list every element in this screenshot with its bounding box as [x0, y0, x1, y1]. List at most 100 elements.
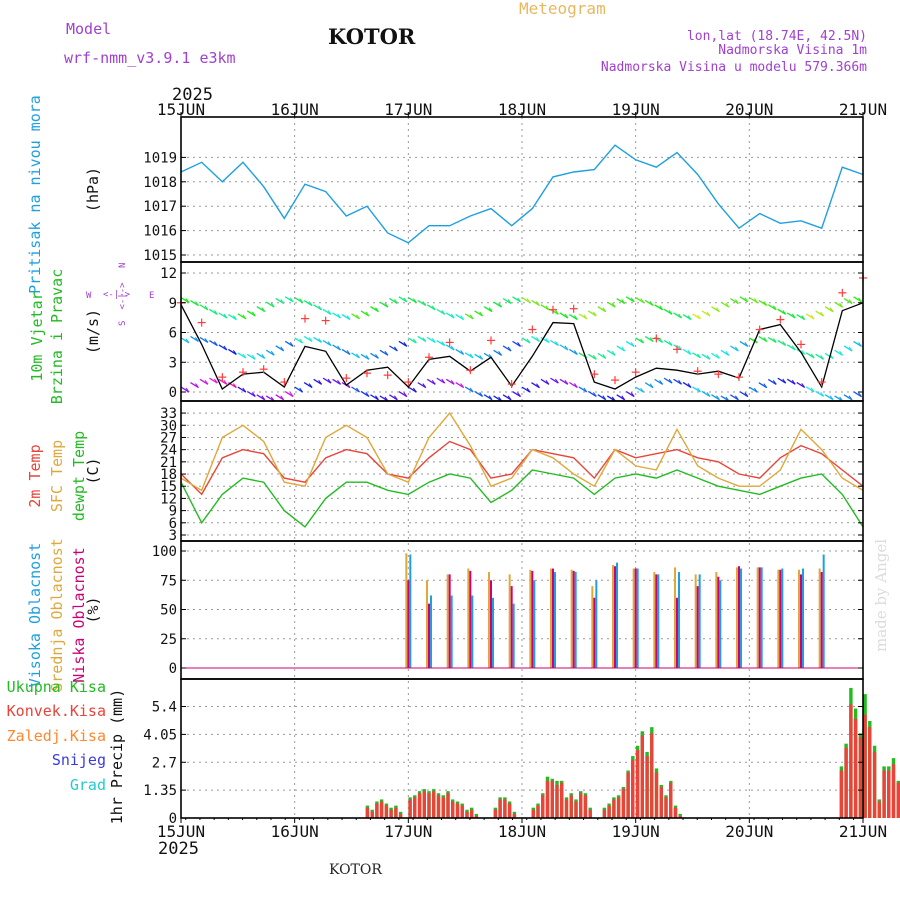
wind-direction-arrow — [597, 352, 607, 359]
wind-direction-arrow — [493, 301, 502, 308]
wind-direction-arrow — [256, 352, 266, 359]
x-tick-label-bottom: 15JUN — [157, 822, 205, 841]
wind-direction-arrow-head — [659, 380, 664, 385]
wind-direction-arrow — [606, 301, 616, 308]
wind-direction-arrow-head — [441, 378, 446, 384]
wind-direction-arrow-head — [630, 392, 635, 397]
y-tick-label: 9 — [169, 296, 177, 312]
wind-direction-arrow-head — [299, 387, 304, 393]
wind-direction-arrow — [616, 394, 626, 401]
wind-direction-arrow-head — [384, 302, 389, 308]
wind-direction-arrow — [748, 297, 758, 304]
precip-bar-conv_precip — [465, 811, 469, 818]
wind-direction-arrow — [805, 313, 815, 320]
wind-direction-arrow-head — [820, 392, 825, 397]
wind-direction-arrow — [493, 349, 502, 356]
wind-direction-arrow — [540, 336, 550, 343]
wind-direction-arrow — [777, 339, 787, 346]
wind-direction-arrow — [720, 301, 730, 308]
y-tick-label: 1019 — [143, 150, 177, 166]
wind-direction-arrow-head — [223, 345, 228, 351]
wind-direction-arrow — [455, 348, 465, 355]
wind-direction-arrow-head — [337, 313, 341, 319]
wind-direction-arrow — [578, 313, 588, 320]
wind-direction-arrow — [180, 337, 190, 344]
precip-bar-conv_precip — [607, 805, 611, 818]
precip-bar-conv_precip — [853, 718, 858, 818]
precip-bar-conv_precip — [602, 809, 607, 818]
wind-direction-arrow — [407, 337, 417, 344]
wind-direction-arrow — [445, 344, 455, 351]
wind-direction-arrow — [673, 312, 682, 319]
wind-direction-arrow-head — [668, 378, 673, 384]
panel-series-label: dewpt Temp — [70, 431, 88, 521]
wind-direction-arrow-head — [744, 392, 749, 397]
wind-direction-arrow — [805, 386, 815, 393]
wind-direction-arrow — [474, 390, 483, 397]
wind-direction-arrow-head — [678, 345, 682, 351]
wind-direction-arrow-head — [450, 379, 455, 385]
wind-direction-arrow — [625, 340, 635, 347]
wind-direction-arrow — [483, 306, 493, 313]
wind-direction-arrow-head — [517, 297, 521, 303]
wind-direction-arrow — [284, 340, 294, 347]
wind-direction-arrow — [275, 394, 285, 401]
wind-direction-arrow — [587, 390, 597, 397]
wind-direction-arrow — [483, 394, 493, 401]
wind-direction-arrow-head — [498, 302, 503, 308]
y-tick-label: 27 — [160, 430, 177, 446]
wind-direction-arrow — [398, 391, 408, 398]
frame-layer — [180, 112, 864, 823]
y-tick-label: 4.05 — [143, 727, 177, 743]
wind-direction-arrow — [512, 296, 521, 303]
wind-direction-arrow — [351, 313, 360, 320]
wind-direction-arrow — [531, 299, 540, 307]
wind-direction-arrow-head — [573, 350, 578, 355]
series-line-sfc_temp — [180, 411, 864, 492]
wind-dir-legend-text: <-|-> — [118, 282, 128, 310]
wind-direction-arrow-head — [611, 350, 616, 356]
precip-bar-conv_precip — [863, 714, 867, 818]
location-title: KOTOR — [328, 24, 416, 49]
wind-direction-arrow-head — [517, 342, 521, 347]
panel-series-label: Srednja Oblacnost — [48, 538, 66, 692]
y-tick-label: 21 — [160, 455, 177, 471]
wind-direction-arrow-head — [280, 395, 285, 401]
wind-direction-arrow-head — [621, 395, 626, 401]
wind-direction-arrow-head — [545, 305, 550, 311]
precip-bar-conv_precip — [659, 787, 663, 818]
x-tick-label-top: 20JUN — [725, 100, 773, 119]
wind-direction-arrow-head — [346, 350, 351, 355]
precip-bar-conv_precip — [427, 793, 431, 818]
model-name: wrf-nmm_v3.9.1 e3km — [64, 49, 236, 67]
wind-direction-arrow-head — [545, 380, 550, 385]
wind-direction-arrow-head — [734, 299, 739, 304]
wind-direction-arrow-head — [602, 354, 607, 359]
y-tick-label: 1.35 — [143, 783, 177, 799]
wind-direction-arrow-head — [422, 337, 427, 342]
wind-direction-arrow-head — [185, 338, 190, 344]
wind-direction-arrow — [654, 304, 663, 311]
wind-direction-arrow — [190, 382, 199, 389]
precip-bar-conv_precip — [474, 815, 479, 818]
wind-direction-arrow — [379, 349, 389, 356]
wind-direction-arrow-head — [772, 305, 777, 311]
precip-bar-conv_precip — [384, 805, 389, 818]
year-bottom: 2025 — [158, 839, 199, 859]
wind-dir-legend-text: E — [149, 291, 154, 301]
wind-direction-arrow-head — [659, 338, 664, 343]
precip-bar-conv_precip — [564, 799, 569, 818]
panel-unit-label: (hPa) — [84, 167, 102, 212]
wind-direction-arrow-head — [820, 311, 825, 317]
wind-direction-arrow-head — [393, 299, 398, 304]
wind-direction-arrow — [199, 304, 209, 311]
wind-direction-arrow-head — [829, 307, 834, 313]
wind-direction-arrow-head — [393, 395, 398, 401]
precip-legend-label: Konvek.Kisa — [7, 702, 106, 720]
series-line-dewpoint — [180, 469, 864, 528]
precip-bar-conv_precip — [398, 813, 403, 818]
panel-unit-label: (%) — [84, 596, 102, 623]
wind-direction-arrow — [265, 301, 275, 308]
precip-bar-conv_precip — [858, 737, 863, 818]
wind-direction-arrow-head — [460, 315, 465, 320]
